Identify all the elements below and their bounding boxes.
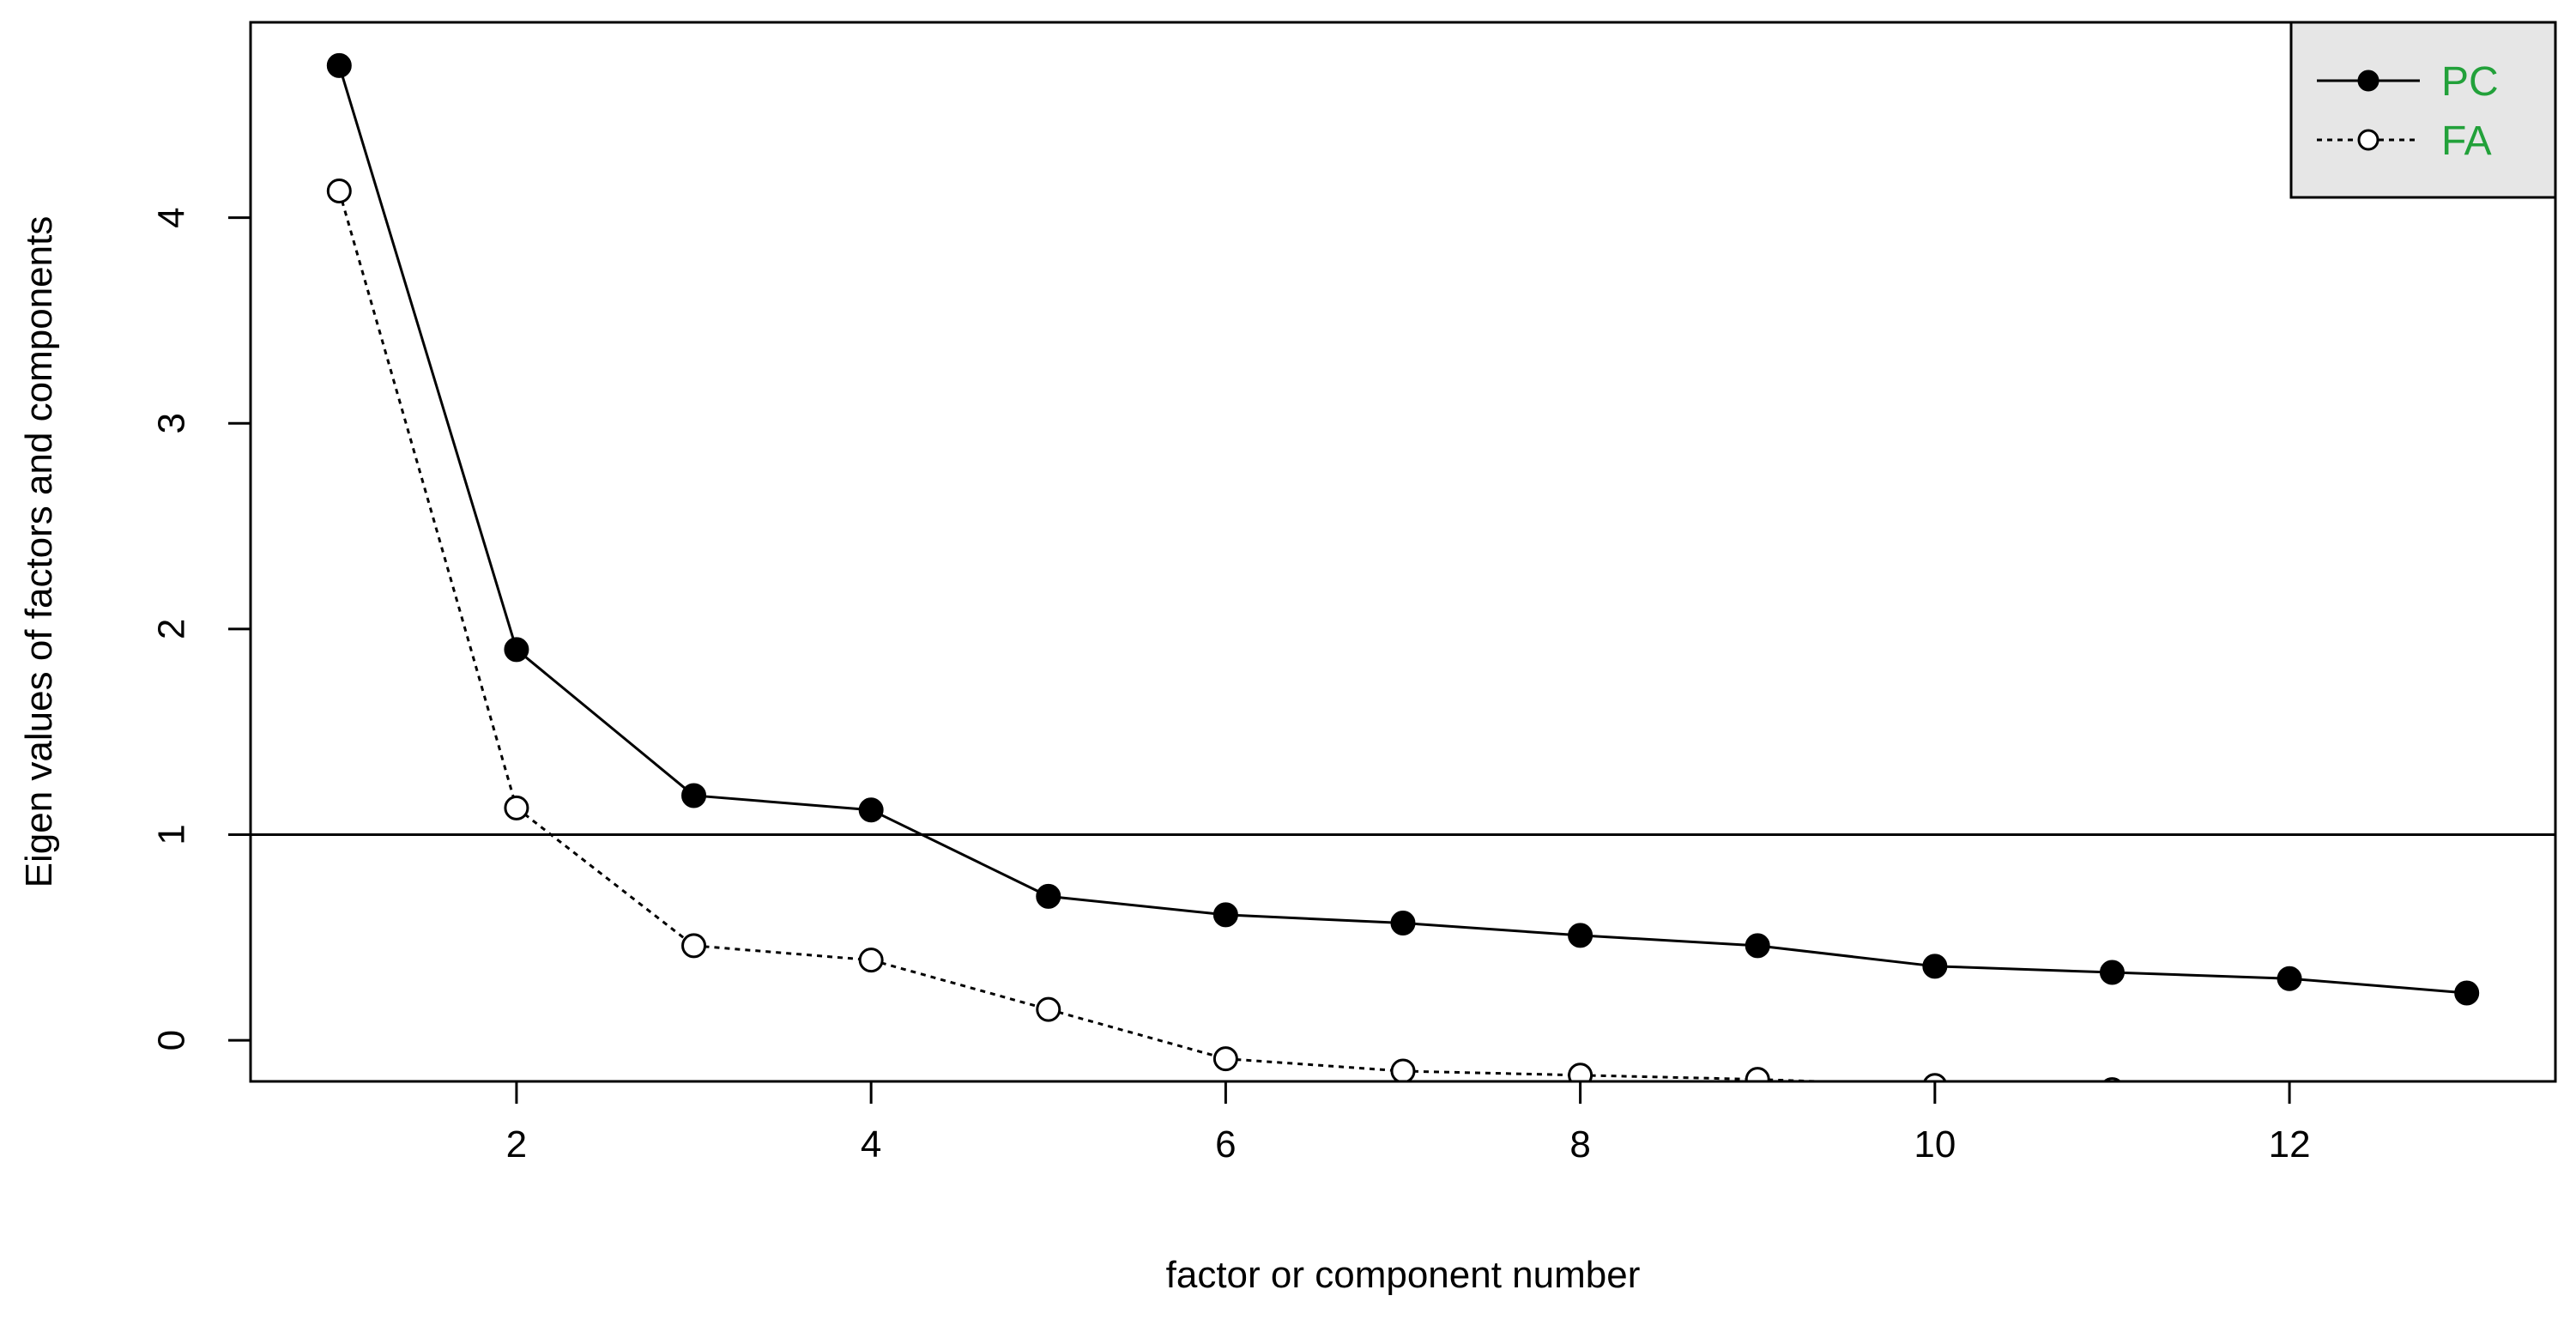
pc-segment-1: [337, 64, 518, 651]
series-pc: [326, 52, 2480, 1006]
pc-point-9: [1745, 933, 1770, 959]
pc-segment-12: [2289, 977, 2467, 995]
pc-point-7: [1390, 910, 1416, 935]
fa-segment-7: [1402, 1069, 1581, 1077]
pc-point-13: [2454, 980, 2480, 1006]
pc-segment-7: [1402, 922, 1581, 937]
fa-segment-1: [337, 191, 518, 808]
fa-segment-5: [1048, 1008, 1226, 1061]
legend-fa-marker: [2357, 129, 2379, 151]
pc-segment-11: [2112, 971, 2290, 980]
x-tick-label-5: 12: [2269, 1123, 2311, 1166]
plot-area: [251, 52, 2555, 1113]
y-axis-title: Eigen values of factors and components: [18, 216, 60, 888]
series-fa: [326, 178, 2478, 1113]
pc-point-11: [2099, 960, 2125, 985]
pc-point-4: [858, 797, 884, 823]
fa-point-1: [326, 178, 352, 203]
pc-segment-8: [1580, 934, 1758, 948]
pc-point-8: [1568, 923, 1593, 948]
pc-segment-2: [515, 648, 695, 797]
pc-point-12: [2277, 966, 2302, 991]
pc-segment-10: [1934, 965, 2113, 974]
pc-segment-3: [693, 794, 872, 812]
y-tick-label-2: 2: [151, 619, 193, 639]
pc-segment-5: [1048, 894, 1226, 917]
fa-point-2: [504, 795, 529, 820]
fa-segment-10: [1935, 1086, 2113, 1090]
series-layer: [326, 52, 2480, 1113]
pc-segment-9: [1757, 944, 1936, 968]
plot-frame: [249, 21, 2557, 1083]
fa-point-3: [681, 933, 707, 959]
y-axis: 0 1 2 3 4: [151, 207, 251, 1051]
pc-segment-6: [1225, 913, 1404, 924]
fa-point-9: [1745, 1067, 1770, 1081]
x-tick-label-1: 4: [861, 1123, 881, 1166]
pc-point-1: [326, 52, 352, 78]
y-tick-label-0: 0: [151, 1030, 193, 1051]
legend-fa-label: FA: [2441, 118, 2492, 164]
fa-point-4: [858, 948, 884, 973]
legend-box: [2289, 21, 2557, 199]
fa-segment-8: [1580, 1074, 1758, 1081]
fa-point-7: [1390, 1058, 1416, 1081]
pc-point-2: [504, 637, 529, 663]
fa-segment-3: [693, 944, 872, 962]
fa-point-6: [1212, 1046, 1238, 1072]
x-tick-label-4: 10: [1914, 1123, 1956, 1166]
x-tick-label-0: 2: [506, 1123, 527, 1166]
fa-segment-11: [2112, 1090, 2289, 1094]
fa-point-13: [2456, 1091, 2478, 1113]
pc-point-6: [1212, 902, 1238, 928]
y-tick-label-1: 1: [151, 824, 193, 845]
legend-pc-marker: [2357, 70, 2379, 92]
legend-pc-label: PC: [2441, 59, 2499, 105]
fa-point-8: [1568, 1063, 1593, 1081]
x-tick-label-3: 8: [1569, 1123, 1590, 1166]
fa-point-5: [1036, 996, 1061, 1022]
x-axis: 2 4 6 8 10 12: [506, 1081, 2311, 1166]
x-axis-title: factor or component number: [1166, 1254, 1641, 1296]
y-tick-label-4: 4: [151, 207, 193, 227]
fa-segment-6: [1225, 1057, 1404, 1073]
pc-segment-4: [870, 808, 1049, 898]
pc-point-10: [1922, 954, 1948, 979]
fa-segment-12: [2289, 1093, 2467, 1102]
fa-point-10: [1923, 1073, 1947, 1081]
fa-segment-4: [870, 959, 1049, 1011]
pc-point-3: [681, 783, 707, 808]
y-tick-label-3: 3: [151, 413, 193, 433]
x-tick-label-2: 6: [1215, 1123, 1236, 1166]
pc-point-5: [1036, 883, 1061, 909]
fa-segment-2: [516, 807, 695, 948]
legend: PC FA: [2289, 21, 2557, 199]
